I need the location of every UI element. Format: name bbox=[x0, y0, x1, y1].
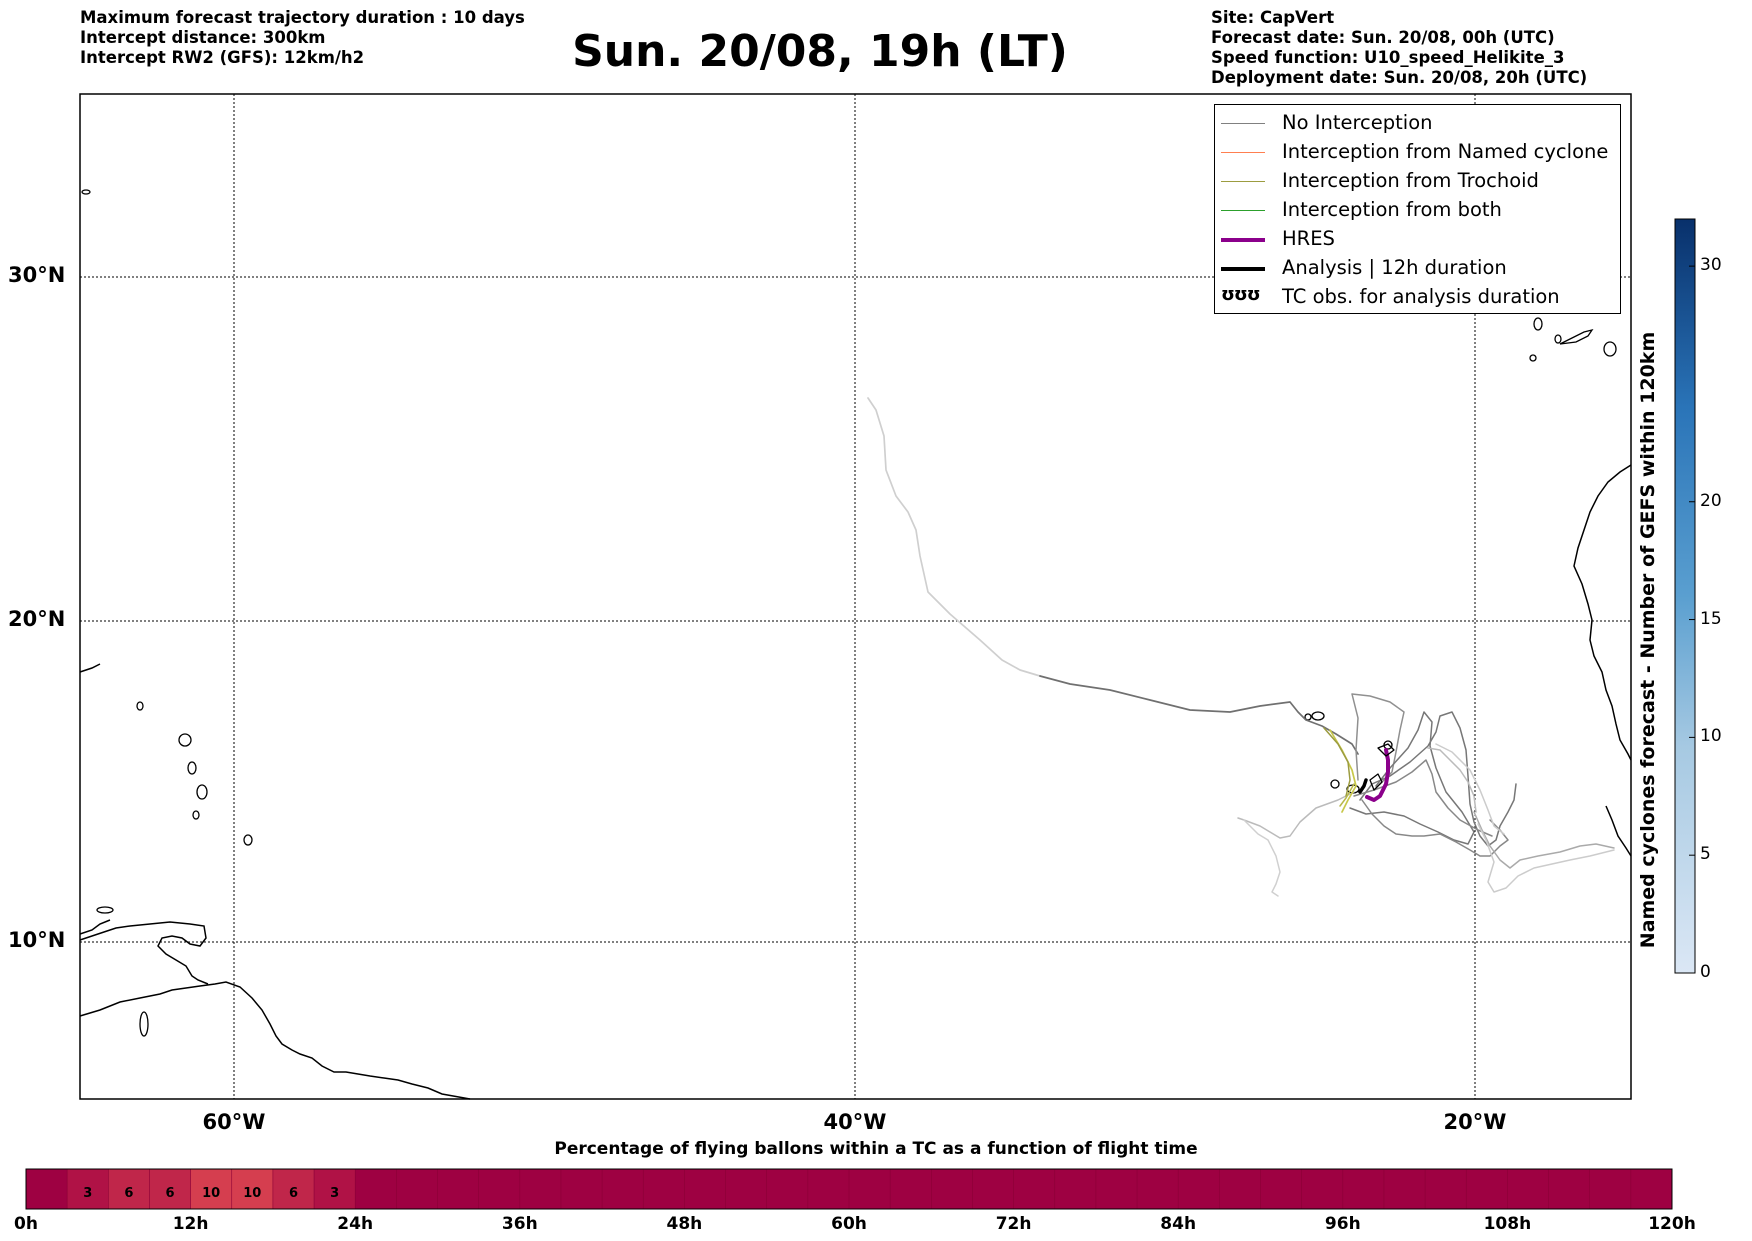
colorbar-ticks bbox=[1689, 265, 1695, 974]
lon-label-20w: 20°W bbox=[1443, 1110, 1507, 1134]
colorbar bbox=[1674, 218, 1696, 974]
legend-line-icon bbox=[1221, 181, 1265, 182]
timebar-cell bbox=[108, 1169, 150, 1209]
colorbar-title: Named cyclones forecast - Number of GEFS… bbox=[1637, 331, 1659, 949]
legend-label: Interception from Named cyclone bbox=[1282, 140, 1609, 163]
tc-symbol-icon: ʊʊʊ bbox=[1221, 284, 1261, 305]
lon-label-60w: 60°W bbox=[202, 1110, 266, 1134]
timebar-cell bbox=[272, 1169, 315, 1209]
map-legend: No Interception Interception from Named … bbox=[1214, 104, 1621, 314]
timebar-label: 36h bbox=[501, 1214, 538, 1234]
legend-label: TC obs. for analysis duration bbox=[1282, 285, 1560, 308]
africa-coast-south bbox=[1605, 805, 1632, 857]
legend-item-hres: HRES bbox=[1221, 225, 1619, 254]
coastlines bbox=[79, 464, 1632, 1100]
trajectories bbox=[867, 397, 1615, 897]
south-america-coast bbox=[79, 981, 471, 1100]
trajectory-hres bbox=[1365, 748, 1390, 802]
trajectory-light-long bbox=[867, 397, 1041, 677]
intercept-distance-text: Intercept distance: 300km bbox=[80, 28, 326, 47]
antilles-coast bbox=[79, 663, 101, 673]
legend-line-icon bbox=[1221, 123, 1265, 124]
colorbar-tick-label: 0 bbox=[1700, 962, 1711, 982]
legend-label: HRES bbox=[1282, 227, 1335, 250]
legend-item-tc-obs: ʊʊʊ TC obs. for analysis duration bbox=[1221, 283, 1619, 312]
timebar-label: 60h bbox=[831, 1214, 867, 1234]
deployment-date-text: Deployment date: Sun. 20/08, 20h (UTC) bbox=[1211, 68, 1588, 87]
timebar-cell-value: 10 bbox=[202, 1186, 221, 1201]
lat-label-10: 10°N bbox=[8, 928, 66, 952]
timebar-label: 12h bbox=[172, 1214, 209, 1234]
colorbar-tick-label: 10 bbox=[1700, 726, 1722, 747]
legend-item-both: Interception from both bbox=[1221, 196, 1619, 225]
legend-label: Interception from both bbox=[1282, 198, 1502, 221]
timebar-cell bbox=[190, 1169, 232, 1209]
timebar-frame bbox=[25, 1168, 1673, 1210]
legend-line-icon bbox=[1221, 267, 1265, 271]
forecast-date-text: Forecast date: Sun. 20/08, 00h (UTC) bbox=[1211, 28, 1555, 47]
timebar-label: 84h bbox=[1160, 1214, 1197, 1234]
legend-label: Analysis | 12h duration bbox=[1282, 256, 1507, 279]
timebar-cell-value: 6 bbox=[165, 1186, 175, 1201]
lat-label-20: 20°N bbox=[8, 607, 66, 631]
timebar-cell-value: 10 bbox=[243, 1186, 262, 1201]
site-text: Site: CapVert bbox=[1211, 8, 1335, 27]
page-title: Sun. 20/08, 19h (LT) bbox=[572, 26, 1068, 77]
trajectory-dark-long bbox=[1039, 675, 1359, 755]
colorbar-tick-label: 30 bbox=[1700, 255, 1722, 276]
legend-line-icon bbox=[1221, 238, 1265, 242]
legend-line-icon bbox=[1221, 210, 1265, 211]
timebar-cell-value: 6 bbox=[124, 1186, 134, 1201]
timebar-cell-value: 6 bbox=[288, 1186, 298, 1201]
venezuela-coast bbox=[79, 921, 209, 985]
timebar-label: 24h bbox=[337, 1214, 374, 1234]
legend-item-named-cyclone: Interception from Named cyclone bbox=[1221, 138, 1619, 167]
intercept-rw2-text: Intercept RW2 (GFS): 12km/h2 bbox=[80, 48, 365, 67]
timebar-cell bbox=[67, 1169, 109, 1209]
lon-label-40w: 40°W bbox=[823, 1110, 887, 1134]
lat-label-30: 30°N bbox=[8, 263, 66, 287]
timebar-cell bbox=[149, 1169, 191, 1209]
legend-label: No Interception bbox=[1282, 111, 1433, 134]
timebar-label: 0h bbox=[14, 1214, 38, 1234]
colorbar-tick-label: 5 bbox=[1700, 844, 1711, 865]
header-right-info: Site: CapVert Forecast date: Sun. 20/08,… bbox=[1211, 8, 1587, 88]
africa-coast bbox=[1573, 464, 1632, 761]
legend-item-no-interception: No Interception bbox=[1221, 109, 1619, 138]
timebar-cell-value: 3 bbox=[330, 1186, 340, 1201]
legend-item-analysis: Analysis | 12h duration bbox=[1221, 254, 1619, 283]
legend-line-icon bbox=[1221, 152, 1265, 153]
timebar-label: 120h bbox=[1648, 1214, 1696, 1234]
timebar-label: 96h bbox=[1324, 1214, 1361, 1234]
max-duration-text: Maximum forecast trajectory duration : 1… bbox=[80, 8, 525, 27]
timebar-cell bbox=[231, 1169, 273, 1209]
legend-item-trochoid: Interception from Trochoid bbox=[1221, 167, 1619, 196]
timebar-label: 72h bbox=[995, 1214, 1032, 1234]
timebar-title: Percentage of flying ballons within a TC… bbox=[554, 1139, 1198, 1159]
colorbar-tick-label: 15 bbox=[1700, 608, 1722, 629]
timebar-cell-value: 3 bbox=[83, 1186, 93, 1201]
header-left-info: Maximum forecast trajectory duration : 1… bbox=[80, 8, 525, 68]
speed-function-text: Speed function: U10_speed_Helikite_3 bbox=[1211, 48, 1565, 67]
timebar-cell bbox=[314, 1169, 356, 1209]
trajectory-analysis bbox=[1358, 778, 1368, 794]
colorbar-tick-label: 20 bbox=[1700, 490, 1722, 511]
timebar bbox=[25, 1168, 1673, 1210]
trinidad-coast bbox=[79, 919, 111, 935]
legend-label: Interception from Trochoid bbox=[1282, 169, 1539, 192]
timebar-label: 48h bbox=[666, 1214, 703, 1234]
timebar-label: 108h bbox=[1483, 1214, 1532, 1234]
